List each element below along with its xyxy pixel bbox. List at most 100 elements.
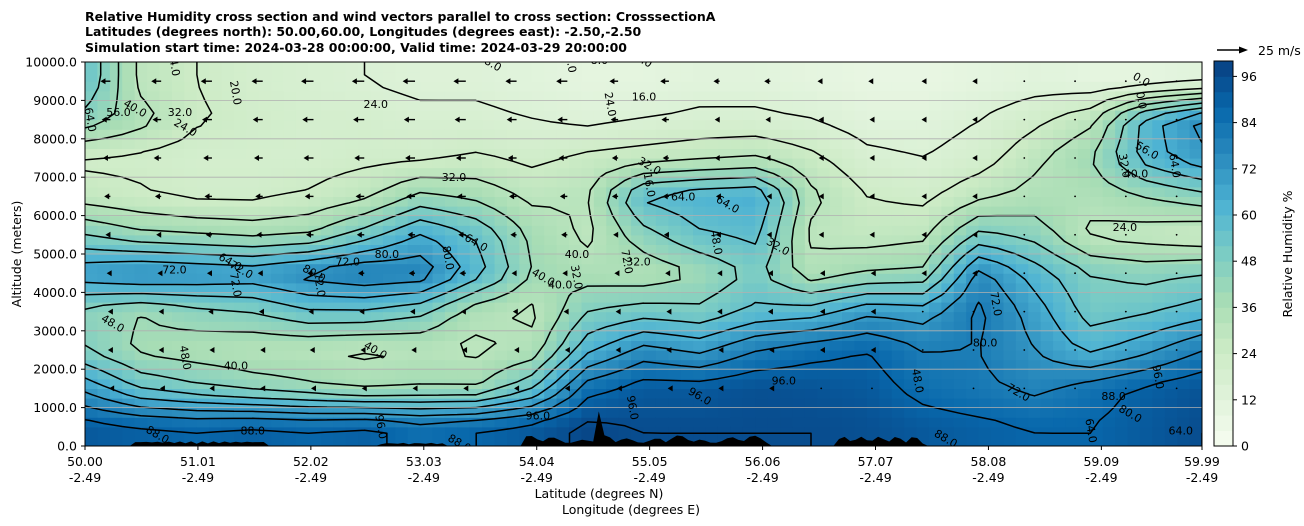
humidity-cell [705,330,719,341]
humidity-cell [730,292,744,303]
humidity-cell [804,62,818,73]
humidity-cell [171,129,185,140]
humidity-cell [258,177,272,188]
humidity-cell [134,398,148,409]
humidity-cell [1028,282,1042,293]
humidity-cell [221,350,235,361]
humidity-cell [544,71,558,82]
humidity-cell [171,350,185,361]
humidity-cell [655,215,669,226]
humidity-cell [469,340,483,351]
humidity-cell [109,206,123,217]
humidity-cell [295,254,309,265]
humidity-cell [444,129,458,140]
humidity-cell [941,350,955,361]
humidity-cell [171,90,185,101]
humidity-cell [1003,273,1017,284]
humidity-cell [1102,282,1116,293]
humidity-cell [1189,292,1202,303]
humidity-cell [345,417,359,428]
wind-vector-head [505,78,511,85]
humidity-cell [693,100,707,111]
humidity-cell [544,426,558,437]
humidity-cell [85,263,99,274]
humidity-cell [792,206,806,217]
wind-vector-head [158,347,164,353]
humidity-cell [482,167,496,178]
humidity-cell [991,110,1005,121]
humidity-cell [97,407,111,418]
humidity-cell [767,234,781,245]
humidity-cell [544,369,558,380]
humidity-cell [631,90,645,101]
humidity-cell [1090,90,1104,101]
humidity-cell [1127,215,1141,226]
wind-vector-head [106,270,112,277]
humidity-cell [345,311,359,322]
humidity-cell [879,206,893,217]
humidity-cell [283,302,297,313]
wind-vector-head [100,78,106,85]
humidity-cell [817,225,831,236]
humidity-cell [295,71,309,82]
humidity-cell [1003,100,1017,111]
humidity-cell [717,359,731,370]
humidity-cell [730,100,744,111]
humidity-cell [271,148,285,159]
humidity-cell [941,407,955,418]
humidity-cell [1139,244,1153,255]
humidity-cell [717,206,731,217]
humidity-cell [1127,417,1141,428]
humidity-cell [1028,378,1042,389]
humidity-cell [1065,378,1079,389]
humidity-cell [482,417,496,428]
humidity-cell [531,119,545,130]
humidity-cell [606,292,620,303]
humidity-cell [1164,292,1178,303]
humidity-cell [606,417,620,428]
wind-vector-head [107,308,113,315]
humidity-cell [569,330,583,341]
humidity-cell [966,138,980,149]
humidity-cell [147,407,161,418]
humidity-cell [246,282,260,293]
humidity-cell [370,81,384,92]
humidity-cell [457,417,471,428]
humidity-cell [866,100,880,111]
humidity-cell [854,110,868,121]
humidity-cell [407,282,421,293]
humidity-cell [978,244,992,255]
humidity-cell [817,369,831,380]
humidity-cell [780,417,794,428]
humidity-cell [792,234,806,245]
wind-vector-head [156,231,162,238]
humidity-cell [482,302,496,313]
humidity-cell [1065,436,1079,446]
humidity-cell [680,206,694,217]
humidity-cell [1090,282,1104,293]
humidity-cell [122,321,136,332]
humidity-cell [1015,254,1029,265]
humidity-cell [606,330,620,341]
humidity-cell [879,330,893,341]
humidity-cell [1003,62,1017,73]
humidity-cell [1028,225,1042,236]
humidity-cell [606,138,620,149]
humidity-cell [928,100,942,111]
humidity-cell [941,263,955,274]
humidity-cell [1077,273,1091,284]
humidity-cell [209,186,223,197]
humidity-cell [184,321,198,332]
humidity-cell [1139,282,1153,293]
humidity-cell [668,311,682,322]
humidity-cell [581,388,595,399]
humidity-cell [953,378,967,389]
humidity-cell [85,426,99,437]
humidity-cell [631,81,645,92]
humidity-cell [904,119,918,130]
humidity-cell [1102,340,1116,351]
humidity-cell [494,186,508,197]
humidity-cell [469,215,483,226]
wind-vector-head [514,385,520,392]
humidity-cell [320,398,334,409]
